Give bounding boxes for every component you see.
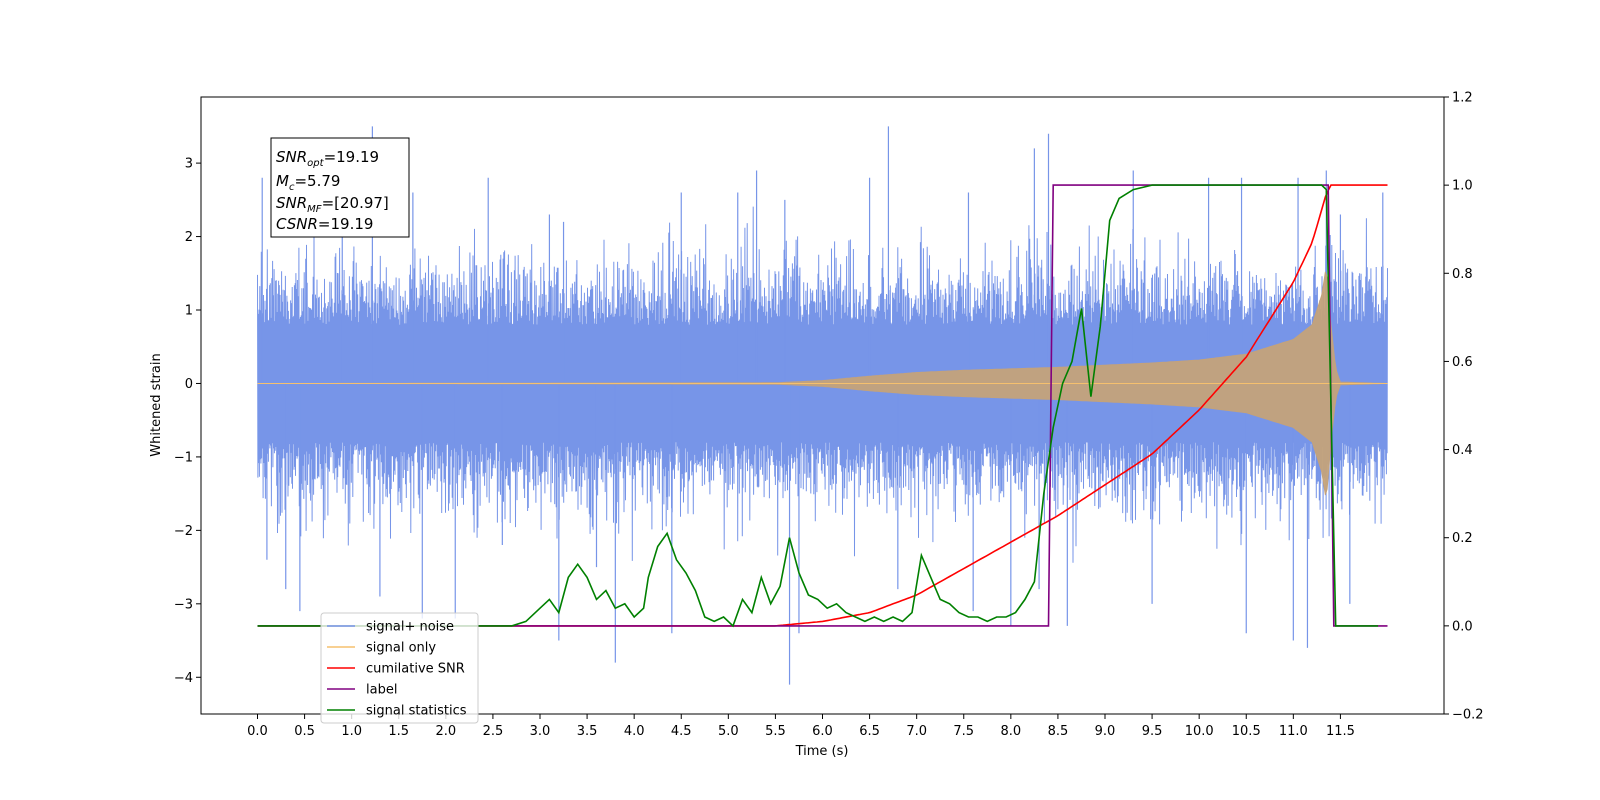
- legend-label: label: [366, 683, 397, 698]
- x-tick-label: 9.5: [1142, 724, 1163, 739]
- x-tick-label: 1.5: [388, 724, 409, 739]
- annotation-frame: [270, 137, 410, 238]
- signal-plus-noise-line: [257, 206, 1388, 563]
- y-tick-label: −4: [174, 671, 193, 686]
- x-tick-label: 4.0: [624, 724, 645, 739]
- y-right-tick-label: 0.2: [1452, 531, 1473, 546]
- x-tick-label: 0.0: [247, 724, 268, 739]
- y-right-tick-label: 0.0: [1452, 619, 1473, 634]
- y-right-tick-label: −0.2: [1452, 708, 1484, 723]
- annotation-box: SNRopt=19.19 Mc=5.79 SNRMF=[20.97] CSNR=…: [270, 137, 410, 238]
- legend-label: signal+ noise: [366, 620, 454, 635]
- x-tick-label: 11.5: [1326, 724, 1355, 739]
- x-tick-label: 1.0: [341, 724, 362, 739]
- x-tick-label: 2.5: [483, 724, 504, 739]
- x-tick-label: 3.5: [577, 724, 598, 739]
- legend: signal+ noise signal only cumilative SNR la…: [320, 612, 479, 724]
- y-tick-label: −1: [174, 450, 193, 465]
- y-tick-label: −2: [174, 524, 193, 539]
- x-tick-label: 10.0: [1185, 724, 1214, 739]
- x-tick-label: 7.5: [953, 724, 974, 739]
- x-tick-label: 11.0: [1279, 724, 1308, 739]
- y-tick-label: 1: [185, 304, 193, 319]
- y-tick-label: 2: [185, 230, 193, 245]
- x-tick-label: 8.0: [1000, 724, 1021, 739]
- y-tick-label: 0: [185, 377, 193, 392]
- y-axis-right: −0.2 0.0 0.2 0.4 0.6 0.8 1.0 1.2: [1444, 91, 1484, 723]
- x-tick-label: 9.0: [1095, 724, 1116, 739]
- legend-frame: [320, 612, 479, 724]
- annotation-snr-mf: SNRMF=[20.97]: [276, 194, 389, 215]
- x-tick-label: 4.5: [671, 724, 692, 739]
- x-tick-label: 10.5: [1232, 724, 1261, 739]
- x-tick-label: 6.0: [812, 724, 833, 739]
- signal-only-series: [257, 271, 1388, 496]
- x-tick-label: 8.5: [1048, 724, 1069, 739]
- x-tick-label: 0.5: [294, 724, 315, 739]
- legend-label: cumilative SNR: [366, 662, 465, 677]
- x-axis: 0.0 0.5 1.0 1.5 2.0 2.5 3.0 3.5 4.0 4.5 5.0 5.5 6.0 6…: [247, 714, 1355, 739]
- annotation-csnr: CSNR=19.19: [276, 215, 373, 233]
- y-right-tick-label: 0.4: [1452, 443, 1473, 458]
- x-tick-label: 5.5: [765, 724, 786, 739]
- legend-label: signal statistics: [366, 704, 467, 719]
- y-right-tick-label: 0.8: [1452, 267, 1473, 282]
- plot-area: [257, 126, 1388, 685]
- annotation-chirp-mass: Mc=5.79: [276, 172, 340, 193]
- signal-statistics-line: [257, 184, 1379, 628]
- y-right-tick-label: 1.0: [1452, 179, 1473, 194]
- annotation-snr-opt: SNRopt=19.19: [276, 148, 379, 169]
- y-axis-label: Whitened strain: [149, 353, 164, 456]
- x-axis-label: Time (s): [795, 744, 849, 759]
- x-tick-label: 5.0: [718, 724, 739, 739]
- y-right-tick-label: 1.2: [1452, 91, 1473, 106]
- legend-label: signal only: [366, 641, 436, 656]
- y-right-tick-label: 0.6: [1452, 355, 1473, 370]
- y-tick-label: −3: [174, 597, 193, 612]
- x-tick-label: 7.0: [906, 724, 927, 739]
- x-tick-label: 6.5: [859, 724, 880, 739]
- y-axis-left: −4 −3 −2 −1 0 1 2 3: [174, 157, 201, 686]
- x-tick-label: 2.0: [435, 724, 456, 739]
- y-tick-label: 3: [185, 157, 193, 172]
- x-tick-label: 3.0: [530, 724, 551, 739]
